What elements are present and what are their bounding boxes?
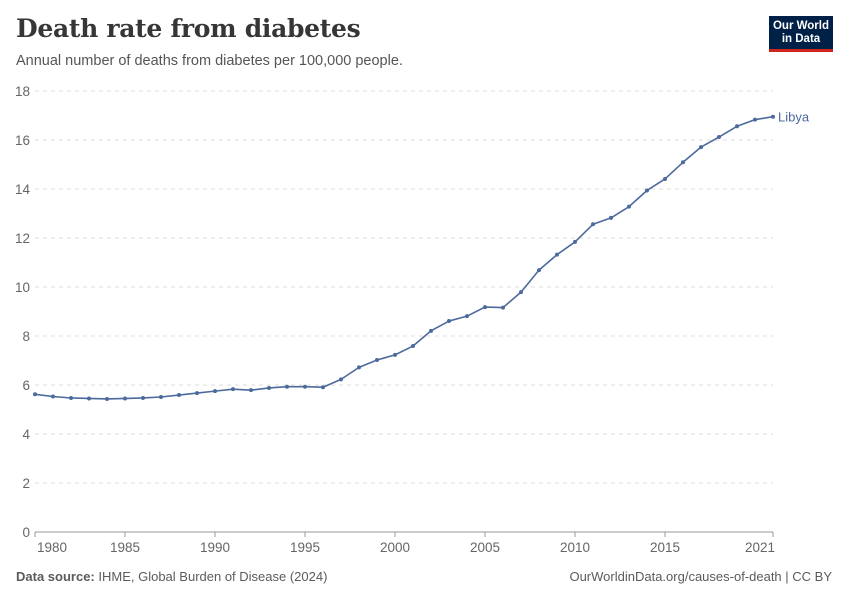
x-tick-label: 2015	[650, 540, 680, 555]
series-line	[34, 115, 774, 400]
data-point	[51, 394, 55, 399]
data-point	[267, 385, 271, 390]
data-point	[771, 114, 775, 119]
chart-subtitle: Annual number of deaths from diabetes pe…	[16, 53, 403, 69]
data-point	[177, 393, 181, 398]
data-point	[393, 352, 397, 357]
data-source-text: IHME, Global Burden of Disease (2024)	[98, 569, 328, 584]
data-point	[141, 395, 145, 400]
x-axis: 1980 1985 1990 1995 2000 2005 2010 2015 2021	[34, 531, 775, 555]
data-point	[249, 388, 253, 393]
data-point	[519, 290, 523, 295]
x-tick-label: 2000	[380, 540, 410, 555]
y-tick-label: 8	[22, 329, 30, 344]
data-point	[591, 222, 595, 227]
data-point	[195, 391, 199, 396]
data-point	[375, 358, 379, 363]
x-tick-label: 2005	[470, 540, 500, 555]
data-source: Data source: IHME, Global Burden of Dise…	[16, 569, 327, 584]
x-tick-label: 1980	[37, 540, 67, 555]
y-tick-label: 14	[15, 182, 31, 197]
owid-logo[interactable]: Our World in Data	[769, 16, 833, 52]
data-point	[357, 365, 361, 370]
data-point	[609, 215, 613, 220]
data-point	[429, 328, 433, 333]
y-tick-label: 4	[22, 427, 30, 442]
x-tick-label: 2010	[560, 540, 590, 555]
logo-line-2: in Data	[781, 33, 821, 45]
y-tick-label: 10	[15, 280, 30, 295]
data-point	[501, 305, 505, 310]
y-tick-label: 16	[15, 133, 30, 148]
y-tick-label: 6	[22, 378, 30, 393]
data-point	[627, 204, 631, 209]
data-point	[483, 305, 487, 310]
data-point	[159, 395, 163, 400]
x-tick-label: 1990	[200, 540, 230, 555]
data-source-label: Data source:	[16, 569, 95, 584]
data-point	[285, 384, 289, 389]
data-point	[645, 188, 649, 193]
logo-line-1: Our World	[772, 20, 829, 32]
data-point	[33, 392, 37, 397]
source-link[interactable]: OurWorldinData.org/causes-of-death | CC …	[569, 569, 832, 584]
series-label: Libya	[778, 110, 810, 125]
data-point	[303, 384, 307, 389]
grid-lines	[35, 90, 773, 484]
data-point	[717, 135, 721, 140]
data-point	[447, 319, 451, 324]
data-point	[123, 396, 127, 401]
data-point	[699, 145, 703, 150]
data-point	[231, 387, 235, 392]
data-point	[663, 176, 667, 181]
y-tick-label: 12	[15, 231, 30, 246]
data-point	[465, 314, 469, 319]
data-point	[105, 396, 109, 401]
y-tick-label: 2	[22, 476, 30, 491]
data-point	[69, 395, 73, 400]
data-point	[753, 117, 757, 122]
y-tick-label: 0	[22, 525, 30, 540]
chart-title: Death rate from diabetes	[16, 14, 361, 43]
x-tick-label: 2021	[745, 540, 775, 555]
x-tick-label: 1985	[110, 540, 140, 555]
data-point	[411, 344, 415, 349]
data-point	[681, 160, 685, 165]
data-point	[555, 252, 559, 257]
data-point	[537, 268, 541, 273]
data-point	[339, 377, 343, 382]
data-point	[573, 239, 577, 244]
series-layer: Libya	[33, 110, 810, 401]
y-axis-ticks: 0 2 4 6 8 10 12 14 16 18	[15, 84, 31, 540]
data-point	[735, 124, 739, 129]
data-point	[213, 389, 217, 394]
x-tick-label: 1995	[290, 540, 320, 555]
y-tick-label: 18	[15, 84, 30, 99]
data-point	[321, 385, 325, 390]
data-point	[87, 396, 91, 401]
